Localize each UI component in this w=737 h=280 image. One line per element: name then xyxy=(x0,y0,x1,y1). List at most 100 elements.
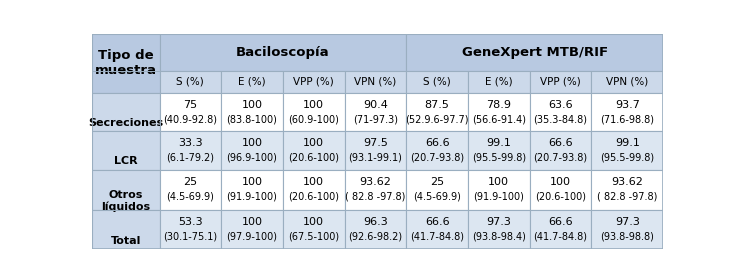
Text: Secreciones: Secreciones xyxy=(88,118,164,128)
Text: 97.5: 97.5 xyxy=(363,138,388,148)
Text: 97.3: 97.3 xyxy=(615,217,640,227)
Text: Total: Total xyxy=(111,235,141,246)
Bar xyxy=(406,34,663,71)
Text: Tipo de
muestra: Tipo de muestra xyxy=(95,49,157,77)
Text: 75: 75 xyxy=(184,100,198,109)
Bar xyxy=(159,93,221,131)
Bar xyxy=(92,93,159,131)
Text: 100: 100 xyxy=(242,217,262,227)
Text: (83.8-100): (83.8-100) xyxy=(226,114,278,124)
Text: 100: 100 xyxy=(550,177,571,187)
Text: VPP (%): VPP (%) xyxy=(540,77,581,87)
Bar xyxy=(345,131,406,170)
Bar xyxy=(406,71,468,93)
Text: (52.9.6-97.7): (52.9.6-97.7) xyxy=(405,114,469,124)
Bar xyxy=(345,210,406,249)
Text: GeneXpert MTB/RIF: GeneXpert MTB/RIF xyxy=(461,46,608,59)
Text: VPN (%): VPN (%) xyxy=(607,77,649,87)
Text: (95.5-99.8): (95.5-99.8) xyxy=(472,152,526,162)
Bar xyxy=(591,71,663,93)
Text: VPN (%): VPN (%) xyxy=(354,77,397,87)
Text: (71-97.3): (71-97.3) xyxy=(353,114,398,124)
Text: 100: 100 xyxy=(303,217,324,227)
Text: 100: 100 xyxy=(303,177,324,187)
Bar xyxy=(159,71,221,93)
Text: 93.62: 93.62 xyxy=(360,177,391,187)
Bar xyxy=(283,170,345,210)
Text: (6.1-79.2): (6.1-79.2) xyxy=(167,152,214,162)
Text: 100: 100 xyxy=(242,138,262,148)
Bar xyxy=(406,131,468,170)
Text: 100: 100 xyxy=(242,100,262,109)
Bar xyxy=(159,34,406,71)
Text: 99.1: 99.1 xyxy=(486,138,511,148)
Text: (91.9-100): (91.9-100) xyxy=(473,192,524,202)
Bar xyxy=(92,131,159,170)
Text: (56.6-91.4): (56.6-91.4) xyxy=(472,114,525,124)
Text: E (%): E (%) xyxy=(238,77,266,87)
Bar xyxy=(468,131,530,170)
Bar xyxy=(468,210,530,249)
Bar xyxy=(591,170,663,210)
Bar xyxy=(530,131,591,170)
Text: (20.6-100): (20.6-100) xyxy=(535,192,586,202)
Text: 96.3: 96.3 xyxy=(363,217,388,227)
Text: (30.1-75.1): (30.1-75.1) xyxy=(164,232,217,242)
Text: 66.6: 66.6 xyxy=(425,217,450,227)
Text: (20.7-93.8): (20.7-93.8) xyxy=(410,152,464,162)
Text: Baciloscopía: Baciloscopía xyxy=(236,46,329,59)
Bar xyxy=(591,93,663,131)
Bar xyxy=(406,93,468,131)
Text: 66.6: 66.6 xyxy=(425,138,450,148)
Bar xyxy=(92,34,159,93)
Text: (20.7-93.8): (20.7-93.8) xyxy=(534,152,587,162)
Bar xyxy=(468,93,530,131)
Text: 100: 100 xyxy=(489,177,509,187)
Text: 100: 100 xyxy=(242,177,262,187)
Text: (41.7-84.8): (41.7-84.8) xyxy=(410,232,464,242)
Text: 99.1: 99.1 xyxy=(615,138,640,148)
Text: 25: 25 xyxy=(184,177,198,187)
Bar xyxy=(92,210,159,249)
Bar xyxy=(345,71,406,93)
Bar xyxy=(159,170,221,210)
Text: 93.7: 93.7 xyxy=(615,100,640,109)
Text: 100: 100 xyxy=(303,138,324,148)
Text: 33.3: 33.3 xyxy=(178,138,203,148)
Text: 63.6: 63.6 xyxy=(548,100,573,109)
Bar xyxy=(345,170,406,210)
Text: E (%): E (%) xyxy=(485,77,513,87)
Text: ( 82.8 -97.8): ( 82.8 -97.8) xyxy=(597,192,657,202)
Bar xyxy=(283,131,345,170)
Bar xyxy=(406,210,468,249)
Text: 66.6: 66.6 xyxy=(548,138,573,148)
Bar xyxy=(221,131,283,170)
Text: (71.6-98.8): (71.6-98.8) xyxy=(601,114,654,124)
Text: 100: 100 xyxy=(303,100,324,109)
Text: 93.62: 93.62 xyxy=(612,177,643,187)
Text: 53.3: 53.3 xyxy=(178,217,203,227)
Text: (96.9-100): (96.9-100) xyxy=(226,152,278,162)
Text: 87.5: 87.5 xyxy=(425,100,450,109)
Text: 97.3: 97.3 xyxy=(486,217,511,227)
Bar xyxy=(159,210,221,249)
Bar xyxy=(221,170,283,210)
Text: (91.9-100): (91.9-100) xyxy=(226,192,278,202)
Bar xyxy=(530,170,591,210)
Text: ( 82.8 -97.8): ( 82.8 -97.8) xyxy=(345,192,405,202)
Bar xyxy=(530,93,591,131)
Text: (67.5-100): (67.5-100) xyxy=(288,232,339,242)
Text: (93.8-98.8): (93.8-98.8) xyxy=(601,232,654,242)
Bar xyxy=(591,210,663,249)
Text: (35.3-84.8): (35.3-84.8) xyxy=(534,114,587,124)
Text: (41.7-84.8): (41.7-84.8) xyxy=(534,232,587,242)
Bar xyxy=(345,93,406,131)
Bar xyxy=(221,210,283,249)
Bar xyxy=(468,170,530,210)
Bar xyxy=(221,93,283,131)
Text: Otros
líquidos: Otros líquidos xyxy=(101,190,150,212)
Text: LCR: LCR xyxy=(114,156,138,166)
Text: (92.6-98.2): (92.6-98.2) xyxy=(349,232,402,242)
Bar xyxy=(283,71,345,93)
Bar xyxy=(159,131,221,170)
